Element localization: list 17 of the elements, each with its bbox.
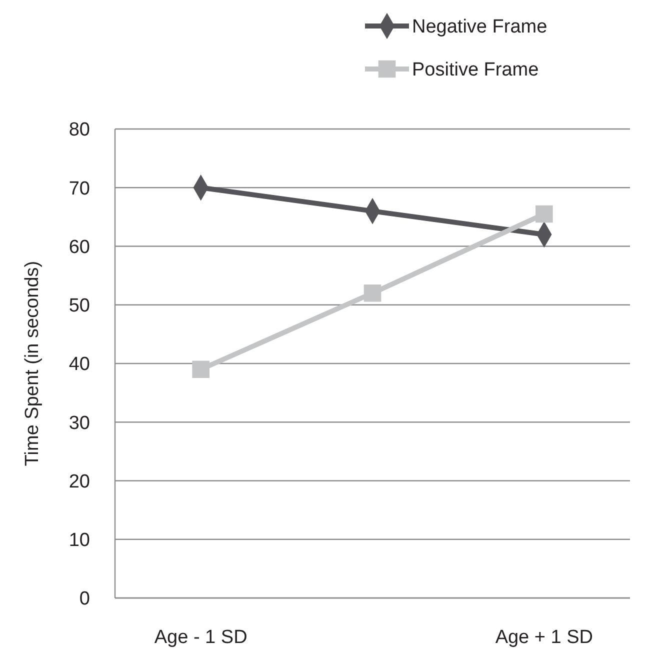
x-tick-label: Age + 1 SD [495,627,594,648]
legend-label: Negative Frame [412,16,548,38]
legend-label: Positive Frame [412,60,539,81]
y-tick-label: 60 [68,236,90,258]
y-tick-label: 70 [68,178,90,200]
point [536,205,553,223]
y-tick-label: 40 [68,354,90,376]
y-tick-label: 0 [79,588,90,610]
y-tick-label: 20 [68,471,90,492]
point [192,360,210,378]
point [364,284,382,302]
y-axis-title: Time Spent (in seconds) [22,260,43,466]
y-tick-label: 30 [68,412,90,434]
y-tick-label: 50 [68,296,90,317]
y-tick-label: 80 [68,120,90,141]
y-tick-label: 10 [68,530,90,552]
x-tick-label: Age - 1 SD [154,627,248,648]
